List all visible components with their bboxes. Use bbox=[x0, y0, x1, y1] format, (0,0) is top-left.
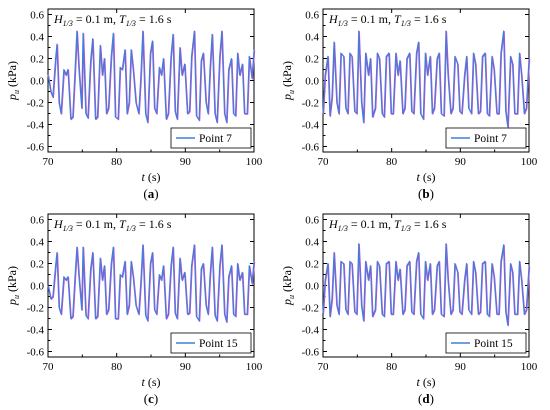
y-tick-label: 0.4 bbox=[305, 32, 319, 44]
x-tick-label: 70 bbox=[318, 361, 330, 373]
x-tick-label: 90 bbox=[455, 156, 467, 168]
y-tick-label: -0.2 bbox=[27, 303, 44, 315]
series-shadow-line bbox=[48, 244, 256, 324]
x-axis-label: t (s) bbox=[141, 375, 160, 389]
x-tick-label: 100 bbox=[246, 361, 263, 373]
wave-parameters-annotation: H1/3 = 0.1 m, T1/3 = 1.6 s bbox=[328, 12, 447, 28]
y-tick-label: 0.6 bbox=[305, 10, 319, 22]
x-tick-label: 100 bbox=[521, 156, 538, 168]
chart-c: 70 80 90 100 -0.6 -0.4 -0.2 0.0 0.2 0.4 0.6 t (s) pu… bbox=[5, 213, 263, 406]
y-tick-label: 0.6 bbox=[305, 215, 319, 227]
x-tick-label: 90 bbox=[455, 361, 467, 373]
legend-box bbox=[170, 127, 252, 149]
y-axis-label: pu (kPa) bbox=[5, 266, 21, 306]
y-axis-label: pu (kPa) bbox=[280, 266, 296, 306]
panel-c: 70 80 90 100 -0.6 -0.4 -0.2 0.0 0.2 0.4 0.6 t (s) pu… bbox=[0, 205, 275, 410]
y-tick-label: -0.4 bbox=[302, 325, 320, 337]
y-axis-label: pu (kPa) bbox=[5, 61, 21, 101]
x-tick-label: 90 bbox=[180, 361, 192, 373]
legend-label: Point 7 bbox=[474, 133, 507, 145]
y-tick-label: -0.4 bbox=[302, 120, 320, 132]
x-tick-label: 70 bbox=[318, 156, 330, 168]
y-tick-label: 0.6 bbox=[30, 10, 44, 22]
y-tick-label: -0.6 bbox=[27, 347, 45, 359]
series-line bbox=[47, 30, 255, 123]
x-tick-label: 100 bbox=[521, 361, 538, 373]
chart-b: 70 80 90 100 -0.6 -0.4 -0.2 0.0 0.2 0.4 0.6 t (s) pu… bbox=[280, 8, 538, 201]
x-tick-label: 70 bbox=[43, 156, 55, 168]
x-tick-label: 70 bbox=[43, 361, 55, 373]
series-line bbox=[322, 243, 530, 326]
x-tick-label: 80 bbox=[111, 361, 123, 373]
legend-label: Point 7 bbox=[199, 133, 232, 145]
y-tick-label: -0.2 bbox=[302, 98, 319, 110]
legend-box bbox=[170, 332, 252, 354]
y-tick-label: 0.4 bbox=[30, 237, 44, 249]
x-axis-label: t (s) bbox=[141, 170, 160, 184]
legend-box bbox=[445, 127, 527, 149]
x-tick-label: 100 bbox=[246, 156, 263, 168]
wave-parameters-annotation: H1/3 = 0.1 m, T1/3 = 1.6 s bbox=[53, 217, 172, 233]
x-tick-label: 80 bbox=[111, 156, 123, 168]
panel-caption: (a) bbox=[143, 186, 158, 201]
panel-b: 70 80 90 100 -0.6 -0.4 -0.2 0.0 0.2 0.4 0.6 t (s) pu… bbox=[275, 0, 550, 205]
y-tick-label: -0.4 bbox=[27, 325, 45, 337]
panel-a: 70 80 90 100 -0.6 -0.4 -0.2 0.0 0.2 0.4 0.6 t (s) pu… bbox=[0, 0, 275, 205]
panel-caption: (b) bbox=[418, 186, 434, 201]
x-axis-label: t (s) bbox=[416, 170, 435, 184]
wave-parameters-annotation: H1/3 = 0.1 m, T1/3 = 1.6 s bbox=[53, 12, 172, 28]
y-tick-label: 0.2 bbox=[305, 259, 319, 271]
y-tick-label: 0.4 bbox=[30, 32, 44, 44]
y-tick-label: -0.2 bbox=[302, 303, 319, 315]
chart-a: 70 80 90 100 -0.6 -0.4 -0.2 0.0 0.2 0.4 0.6 t (s) pu… bbox=[5, 8, 263, 201]
y-tick-label: -0.4 bbox=[27, 120, 45, 132]
y-tick-label: 0.0 bbox=[30, 281, 44, 293]
x-axis-label: t (s) bbox=[416, 375, 435, 389]
y-tick-label: 0.6 bbox=[30, 215, 44, 227]
legend-label: Point 15 bbox=[199, 338, 238, 350]
legend-box bbox=[445, 332, 527, 354]
y-tick-label: 0.0 bbox=[30, 76, 44, 88]
y-tick-label: -0.6 bbox=[302, 347, 320, 359]
wave-parameters-annotation: H1/3 = 0.1 m, T1/3 = 1.6 s bbox=[328, 217, 447, 233]
y-tick-label: 0.2 bbox=[30, 259, 44, 271]
series-shadow-line bbox=[48, 31, 256, 124]
y-axis-label: pu (kPa) bbox=[280, 61, 296, 101]
y-tick-label: 0.2 bbox=[30, 54, 44, 66]
legend-label: Point 15 bbox=[474, 338, 513, 350]
y-tick-label: 0.4 bbox=[305, 237, 319, 249]
x-tick-label: 80 bbox=[386, 361, 398, 373]
y-tick-label: -0.6 bbox=[27, 142, 45, 154]
y-tick-label: 0.2 bbox=[305, 54, 319, 66]
x-tick-label: 90 bbox=[180, 156, 192, 168]
panel-d: 70 80 90 100 -0.6 -0.4 -0.2 0.0 0.2 0.4 0.6 t (s) pu… bbox=[275, 205, 550, 410]
series-line bbox=[47, 244, 255, 323]
y-tick-label: -0.6 bbox=[302, 142, 320, 154]
x-tick-label: 80 bbox=[386, 156, 398, 168]
y-tick-label: -0.2 bbox=[27, 98, 44, 110]
y-tick-label: 0.0 bbox=[305, 76, 319, 88]
chart-d: 70 80 90 100 -0.6 -0.4 -0.2 0.0 0.2 0.4 0.6 t (s) pu… bbox=[280, 213, 538, 406]
panel-caption: (d) bbox=[418, 391, 434, 406]
panel-caption: (c) bbox=[144, 391, 158, 406]
y-tick-label: 0.0 bbox=[305, 281, 319, 293]
series-line bbox=[322, 30, 530, 128]
